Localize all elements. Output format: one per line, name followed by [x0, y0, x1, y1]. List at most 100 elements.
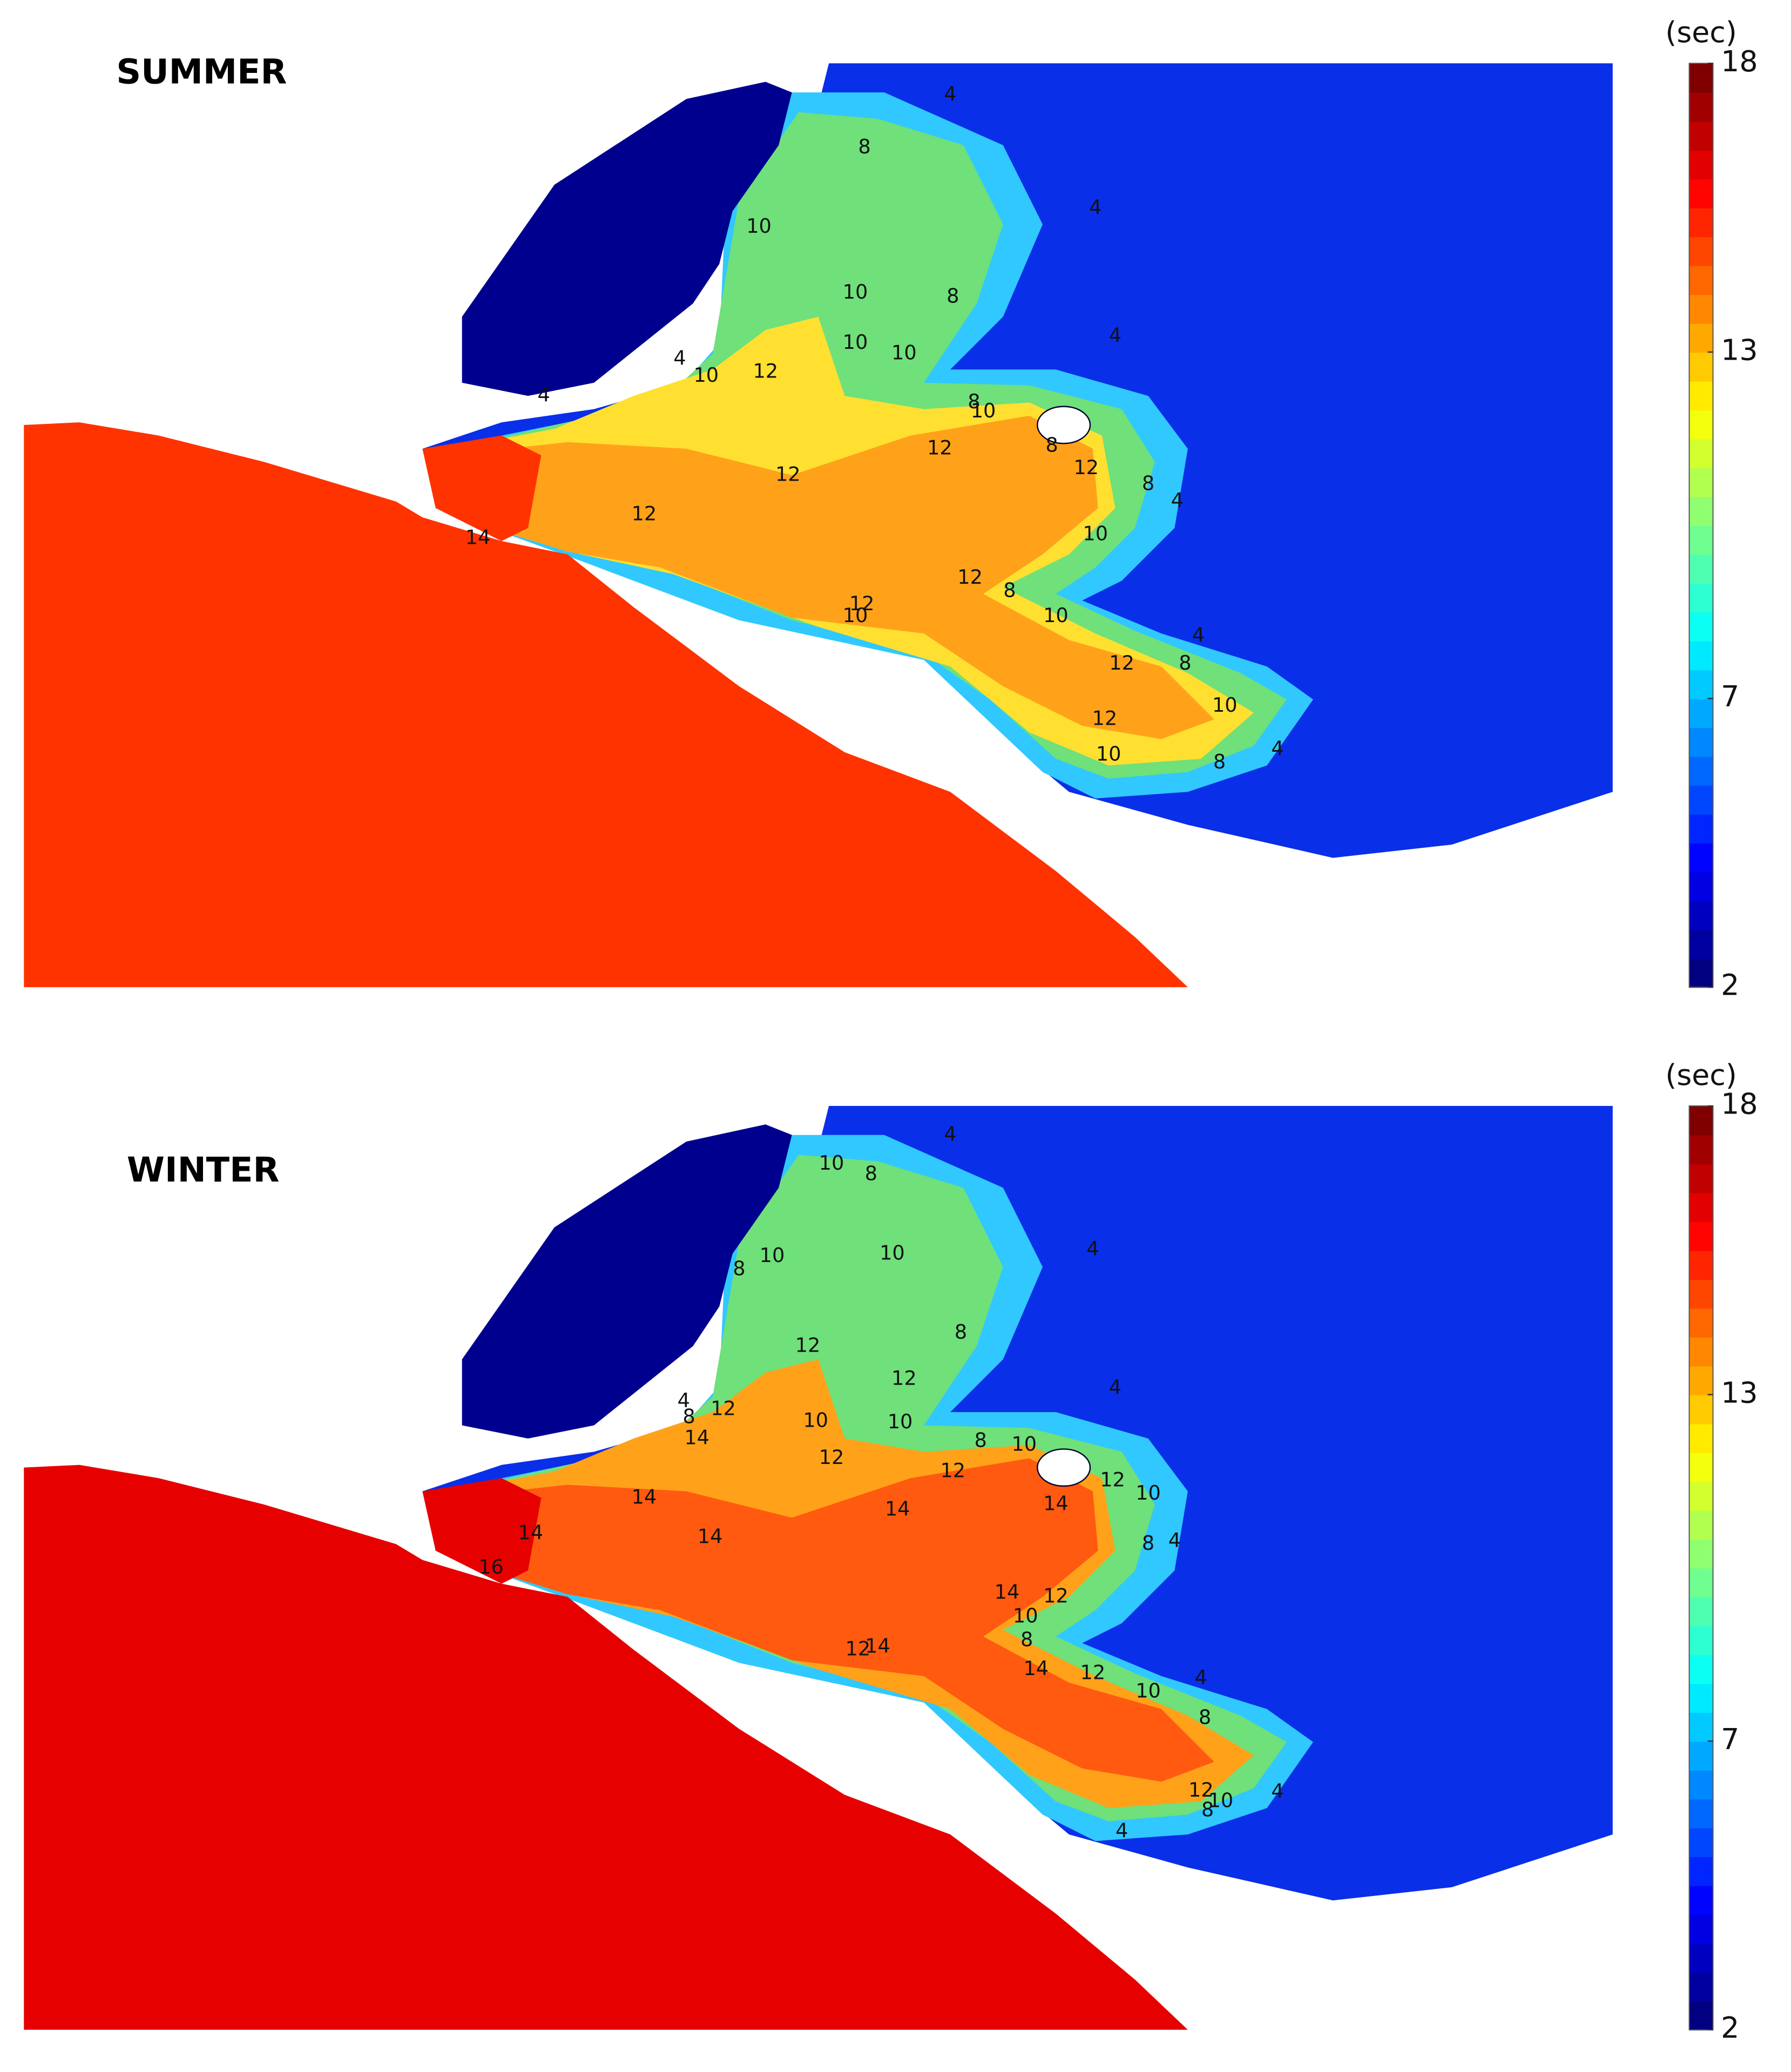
colorbar-step [1689, 842, 1713, 873]
contour-label: 12 [795, 1333, 821, 1356]
colorbar-step [1689, 352, 1713, 382]
contour-label: 14 [995, 1580, 1020, 1603]
contour-label: 12 [1188, 1778, 1214, 1801]
contour-label: 10 [1013, 1604, 1038, 1627]
colorbar-step [1689, 1279, 1713, 1309]
colorbar-step [1689, 525, 1713, 555]
contour-label: 14 [632, 1485, 657, 1508]
colorbar-step [1689, 1712, 1713, 1742]
contour-label: 10 [971, 399, 996, 422]
colorbar-step [1689, 1683, 1713, 1713]
colorbar-step [1689, 121, 1713, 151]
colorbar-step [1689, 1452, 1713, 1482]
contour-label: 12 [753, 360, 778, 383]
contour-label: 12 [849, 592, 875, 615]
colorbar-step [1689, 612, 1713, 642]
contour-label: 16 [478, 1555, 504, 1578]
contour-label: 8 [865, 1162, 877, 1185]
colorbar-step [1689, 1538, 1713, 1569]
map-region [449, 1458, 1214, 1782]
contour-label: 12 [711, 1397, 736, 1420]
contour-label: 12 [632, 502, 657, 525]
panel-title: WINTER [127, 1150, 280, 1190]
contour-label: 4 [1116, 1819, 1128, 1842]
colorbar-step [1689, 814, 1713, 843]
contour-label: 10 [1083, 522, 1108, 545]
contour-label: 4 [944, 1122, 956, 1145]
colorbar-step [1689, 727, 1713, 757]
colorbar-step [1689, 1827, 1713, 1858]
colorbar-step [1689, 872, 1713, 901]
colorbar-tick-label: 2 [1721, 968, 1739, 1002]
contour-label: 14 [1023, 1657, 1049, 1680]
contour-label: 10 [1043, 604, 1069, 627]
contour-label: 14 [865, 1635, 890, 1658]
colorbar-step [1689, 237, 1713, 266]
colorbar-frame [1688, 1105, 1714, 2030]
contour-label: 10 [1011, 1433, 1037, 1456]
colorbar-step [1689, 1308, 1713, 1338]
colorbar-tick-label: 7 [1721, 679, 1739, 713]
contour-label: 8 [1213, 750, 1226, 773]
contour-label: 12 [940, 1459, 965, 1482]
contour-label: 4 [678, 1389, 690, 1412]
contour-label: 10 [1136, 1481, 1161, 1504]
colorbar-step [1689, 1943, 1713, 1973]
colorbar-step [1689, 150, 1713, 180]
colorbar-step [1689, 1654, 1713, 1684]
colorbar-step [1689, 958, 1713, 988]
contour-label: 4 [1109, 1376, 1121, 1399]
contour-label: 10 [760, 1244, 785, 1267]
map-region [422, 1478, 542, 1584]
colorbar-step [1689, 1510, 1713, 1540]
colorbar-step [1689, 785, 1713, 815]
colorbar-label: (sec) [1665, 1058, 1737, 1092]
colorbar-step [1689, 1135, 1713, 1165]
map-region [24, 422, 1188, 988]
contour-label: 8 [947, 284, 959, 307]
colorbar-step [1689, 1337, 1713, 1367]
contour-label: 4 [673, 346, 686, 369]
colorbar-step [1689, 698, 1713, 728]
contour-label: 10 [891, 341, 917, 364]
map-panel [24, 1106, 1613, 2030]
colorbar-step [1689, 1163, 1713, 1193]
contour-label: 4 [1109, 324, 1121, 347]
map-region [422, 435, 542, 542]
contour-label: 14 [684, 1426, 709, 1449]
contour-label: 8 [682, 1405, 695, 1428]
contour-label: 10 [746, 214, 772, 238]
colorbar-step [1689, 1250, 1713, 1280]
colorbar-step [1689, 1914, 1713, 1944]
colorbar-step [1689, 1799, 1713, 1828]
map-region [24, 1464, 1188, 2030]
contour-label: 8 [1142, 1531, 1154, 1555]
contour-label: 8 [1199, 1706, 1211, 1729]
colorbar-tick-label: 7 [1721, 1722, 1739, 1756]
contour-label: 12 [927, 436, 952, 459]
colorbar-tick-label: 2 [1721, 2010, 1739, 2044]
contour-label: 4 [1086, 1237, 1099, 1260]
map [24, 1106, 1613, 2030]
contour-label: 10 [1212, 693, 1238, 717]
contour-label: 12 [1080, 1661, 1106, 1684]
contour-label: 8 [974, 1428, 986, 1452]
panel-title: SUMMER [116, 51, 287, 91]
contour-label: 10 [693, 363, 719, 387]
colorbar-step [1689, 929, 1713, 959]
contour-label: 8 [733, 1257, 745, 1280]
contour-label: 12 [891, 1366, 917, 1389]
colorbar-step [1689, 438, 1713, 468]
colorbar-step [1689, 1972, 1713, 2002]
contour-label: 8 [968, 390, 980, 413]
colorbar-step [1689, 583, 1713, 613]
contour-label: 4 [1192, 623, 1205, 646]
contour-label: 12 [1043, 1584, 1069, 1608]
colorbar-step [1689, 496, 1713, 526]
contour-label: 4 [1168, 1529, 1181, 1552]
colorbar-step [1689, 669, 1713, 699]
colorbar-label: (sec) [1665, 15, 1737, 49]
colorbar-step [1689, 1192, 1713, 1223]
contour-label: 12 [775, 462, 801, 485]
